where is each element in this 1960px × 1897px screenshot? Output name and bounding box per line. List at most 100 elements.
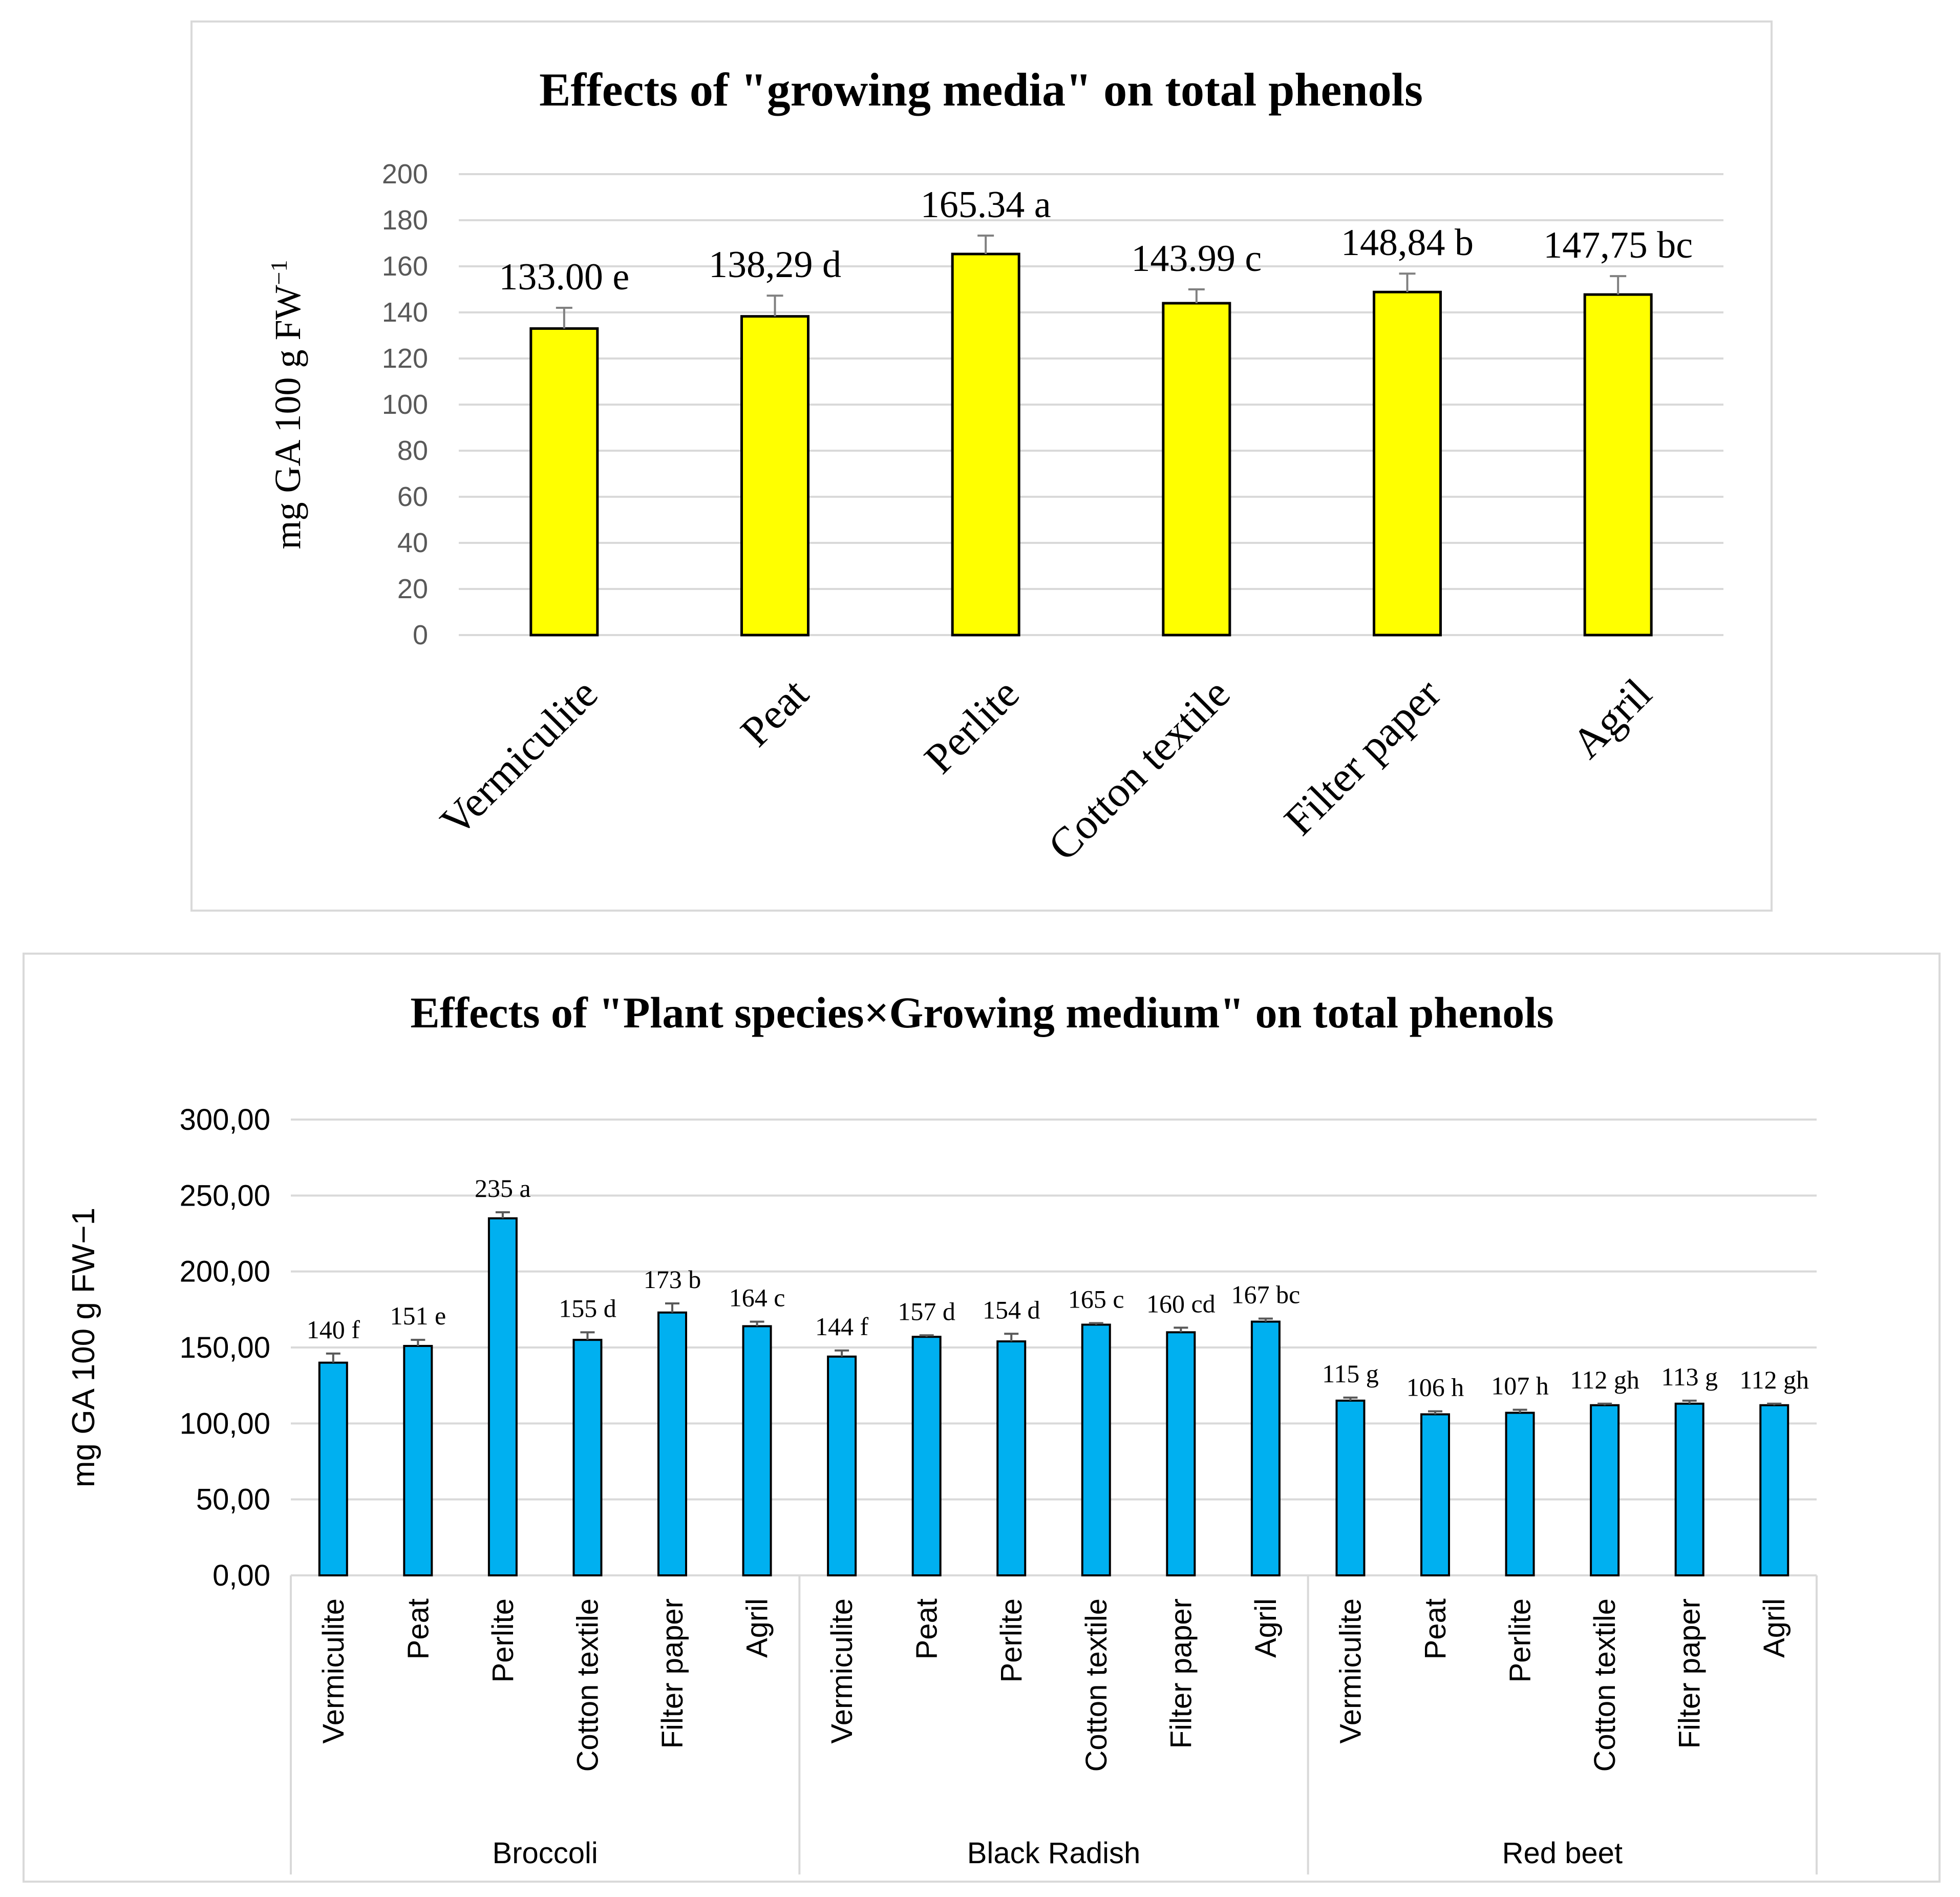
data-label: 147,75 bc (1543, 224, 1693, 266)
y-axis-label: mg GA 100 g FW−1 (266, 260, 308, 550)
bar-red-beet-filter-paper (1674, 1402, 1705, 1576)
data-label: 155 d (559, 1294, 616, 1322)
x-tick-label: Perlite (1504, 1598, 1537, 1682)
group-label-broccoli: Broccoli (493, 1837, 598, 1870)
x-tick-label: Filter paper (1164, 1598, 1198, 1748)
y-axis-label: mg GA 100 g FW−1 (66, 1208, 101, 1487)
bar-broccoli-perlite (487, 1217, 518, 1576)
y-tick-label: 100,00 (180, 1407, 270, 1440)
bar-agril (1583, 293, 1653, 637)
bar-red-beet-vermiculite (1335, 1399, 1366, 1576)
data-label: 165 c (1068, 1285, 1124, 1314)
data-label: 115 g (1322, 1359, 1379, 1388)
data-label: 140 f (307, 1315, 360, 1344)
x-tick-label: Perlite (486, 1598, 520, 1682)
bar-cotton-textile (1162, 302, 1231, 637)
data-label: 112 gh (1570, 1365, 1639, 1394)
x-tick-label: Peat (910, 1598, 944, 1659)
bar-black-radish-perlite (996, 1340, 1027, 1577)
bar-black-radish-agril (1250, 1320, 1281, 1576)
bar-red-beet-peat (1420, 1413, 1450, 1576)
data-label: 106 h (1407, 1373, 1464, 1402)
x-tick-label: Perlite (995, 1598, 1028, 1682)
bar-red-beet-perlite (1505, 1411, 1535, 1576)
y-tick-label: 80 (397, 435, 428, 466)
x-tick-label: Peat (732, 670, 818, 756)
x-tick-label: Cotton textile (1039, 670, 1240, 870)
x-tick-label: Perlite (915, 670, 1029, 783)
x-tick-label: Cotton textile (571, 1598, 604, 1772)
data-label: 151 e (390, 1301, 446, 1330)
x-tick-label: Vermiculite (317, 1598, 350, 1744)
data-label: 113 g (1661, 1362, 1718, 1391)
data-label: 107 h (1491, 1372, 1549, 1400)
group-label-red-beet: Red beet (1502, 1837, 1623, 1870)
y-tick-label: 300,00 (180, 1103, 270, 1136)
x-tick-label: Peat (401, 1598, 435, 1659)
x-tick-label: Agril (1758, 1598, 1791, 1658)
x-tick-label: Agril (741, 1598, 774, 1658)
y-tick-label: 20 (397, 574, 428, 604)
bar-peat (740, 315, 809, 637)
data-label: 148,84 b (1341, 222, 1474, 264)
bar-perlite (951, 252, 1020, 637)
data-label: 157 d (898, 1297, 955, 1325)
y-tick-label: 180 (382, 205, 428, 236)
x-tick-label: Vermiculite (825, 1598, 859, 1744)
chart-panel-species-medium: Effects of "Plant species×Growing medium… (23, 953, 1941, 1883)
data-label: 112 gh (1739, 1365, 1809, 1394)
chart-title: Effects of "growing media" on total phen… (539, 64, 1423, 116)
y-tick-label: 250,00 (180, 1179, 270, 1212)
bar-broccoli-agril (742, 1325, 772, 1576)
bar-broccoli-filter-paper (657, 1311, 687, 1576)
y-tick-label: 60 (397, 481, 428, 512)
bar-red-beet-agril (1759, 1404, 1789, 1576)
x-tick-label: Filter paper (1673, 1598, 1707, 1748)
y-tick-label: 200,00 (180, 1255, 270, 1289)
bar-broccoli-cotton-textile (572, 1339, 603, 1577)
data-label: 143.99 c (1131, 238, 1262, 280)
bar-broccoli-peat (403, 1345, 433, 1576)
y-tick-label: 160 (382, 251, 428, 282)
data-label: 133.00 e (499, 256, 629, 298)
data-label: 138,29 d (709, 244, 841, 286)
bar-black-radish-vermiculite (827, 1355, 857, 1576)
data-label: 164 c (729, 1283, 785, 1312)
y-tick-label: 140 (382, 297, 428, 328)
x-tick-label: Cotton textile (1080, 1598, 1113, 1772)
data-label: 173 b (644, 1265, 701, 1294)
x-tick-label: Vermiculite (431, 670, 607, 846)
data-label: 144 f (815, 1312, 869, 1341)
y-tick-label: 120 (382, 343, 428, 374)
data-label: 167 bc (1231, 1280, 1301, 1309)
bar-black-radish-cotton-textile (1081, 1323, 1111, 1576)
bar-filter-paper (1373, 290, 1442, 637)
y-tick-label: 0,00 (212, 1559, 270, 1592)
y-tick-label: 100 (382, 389, 428, 420)
chart-panel-growing-media: Effects of "growing media" on total phen… (190, 20, 1773, 912)
data-label: 160 cd (1146, 1289, 1216, 1318)
x-tick-label: Cotton textile (1588, 1598, 1622, 1772)
x-tick-label: Agril (1563, 670, 1660, 768)
chart-title: Effects of "Plant species×Growing medium… (410, 988, 1553, 1037)
x-tick-label: Filter paper (656, 1598, 689, 1748)
x-tick-label: Filter paper (1275, 670, 1450, 845)
bar-red-beet-cotton-textile (1590, 1404, 1620, 1576)
bar-broccoli-vermiculite (318, 1361, 348, 1577)
data-label: 165.34 a (921, 184, 1051, 226)
chart-growing-media: Effects of "growing media" on total phen… (266, 64, 1723, 870)
y-tick-label: 150,00 (180, 1331, 270, 1364)
bar-black-radish-filter-paper (1166, 1331, 1196, 1576)
group-label-black-radish: Black Radish (967, 1837, 1140, 1870)
chart-species-medium: Effects of "Plant species×Growing medium… (66, 988, 1818, 1874)
y-tick-label: 0 (413, 620, 428, 650)
y-tick-label: 200 (382, 159, 428, 189)
y-tick-label: 40 (397, 528, 428, 558)
data-label: 154 d (983, 1295, 1040, 1324)
x-tick-label: Peat (1419, 1598, 1452, 1659)
bar-black-radish-peat (911, 1336, 942, 1576)
y-tick-label: 50,00 (196, 1483, 270, 1516)
x-tick-label: Agril (1249, 1598, 1283, 1658)
data-label: 235 a (475, 1174, 531, 1203)
bar-vermiculite (529, 327, 599, 637)
